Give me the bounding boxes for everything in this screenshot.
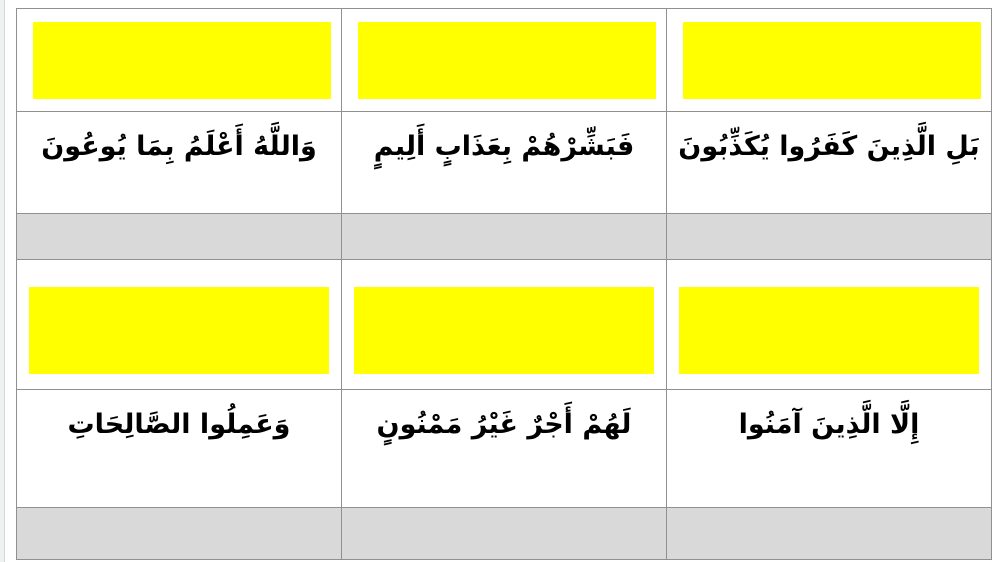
divider-cell — [16, 507, 342, 560]
highlight-cell — [666, 259, 992, 390]
verse-row: بَلِ الَّذِينَ كَفَرُوا يُكَذِّبُونَ فَب… — [16, 111, 992, 214]
highlight-box[interactable] — [29, 287, 329, 374]
highlight-box[interactable] — [683, 22, 981, 99]
highlight-box[interactable] — [354, 287, 654, 374]
verse-cell: وَاللَّهُ أَعْلَمُ بِمَا يُوعُونَ — [16, 111, 342, 214]
verse-text: فَبَشِّرْهُمْ بِعَذَابٍ أَلِيمٍ — [373, 131, 635, 162]
highlight-cell — [341, 259, 667, 390]
verse-text: وَعَمِلُوا الصَّالِحَاتِ — [67, 409, 291, 440]
divider-cell — [341, 213, 667, 260]
page-edge-strip — [0, 0, 5, 562]
divider-cell — [666, 507, 992, 560]
highlight-cell — [666, 8, 992, 112]
verse-cell: لَهُمْ أَجْرٌ غَيْرُ مَمْنُونٍ — [341, 389, 667, 508]
verse-cell: وَعَمِلُوا الصَّالِحَاتِ — [16, 389, 342, 508]
highlight-box[interactable] — [33, 22, 331, 99]
verse-text: لَهُمْ أَجْرٌ غَيْرُ مَمْنُونٍ — [376, 409, 632, 440]
highlight-cell — [16, 8, 342, 112]
verse-text: وَاللَّهُ أَعْلَمُ بِمَا يُوعُونَ — [41, 131, 317, 162]
verse-text: إِلَّا الَّذِينَ آمَنُوا — [738, 409, 920, 440]
divider-row — [16, 213, 992, 260]
verse-row: إِلَّا الَّذِينَ آمَنُوا لَهُمْ أَجْرٌ غ… — [16, 389, 992, 508]
divider-cell — [341, 507, 667, 560]
divider-cell — [16, 213, 342, 260]
highlight-box[interactable] — [358, 22, 656, 99]
highlight-row — [16, 259, 992, 390]
verse-cell: بَلِ الَّذِينَ كَفَرُوا يُكَذِّبُونَ — [666, 111, 992, 214]
divider-cell — [666, 213, 992, 260]
verse-text: بَلِ الَّذِينَ كَفَرُوا يُكَذِّبُونَ — [678, 131, 980, 162]
highlight-cell — [341, 8, 667, 112]
highlight-box[interactable] — [679, 287, 979, 374]
verse-match-table: بَلِ الَّذِينَ كَفَرُوا يُكَذِّبُونَ فَب… — [16, 8, 992, 560]
divider-row — [16, 507, 992, 560]
highlight-cell — [16, 259, 342, 390]
highlight-row — [16, 8, 992, 112]
verse-cell: إِلَّا الَّذِينَ آمَنُوا — [666, 389, 992, 508]
verse-cell: فَبَشِّرْهُمْ بِعَذَابٍ أَلِيمٍ — [341, 111, 667, 214]
